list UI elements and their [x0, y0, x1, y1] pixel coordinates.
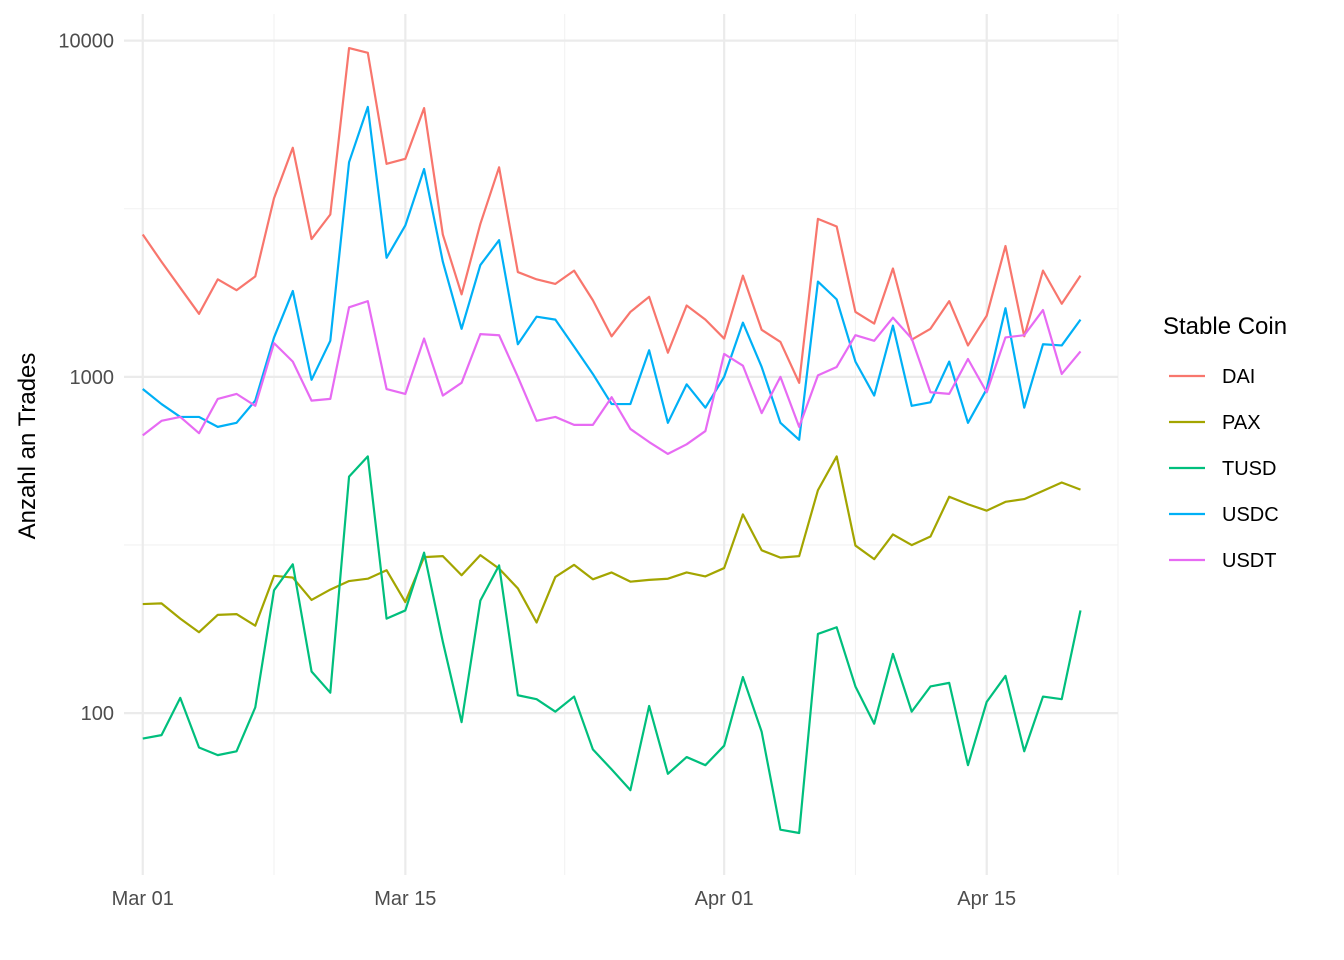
series-line-usdt: [142, 300, 1082, 456]
legend: Stable Coin DAI PAX TUSD USDC USDT: [1163, 313, 1287, 572]
legend-label: USDT: [1222, 550, 1276, 572]
x-tick-label: Mar 01: [112, 888, 174, 910]
legend-label: DAI: [1222, 366, 1255, 388]
series-line-tusd: [142, 455, 1082, 835]
y-tick-label: 1000: [70, 367, 115, 389]
legend-label: USDC: [1222, 504, 1279, 526]
x-tick-label: Mar 15: [374, 888, 436, 910]
y-axis-title: Anzahl an Trades: [14, 353, 41, 540]
grid-lines: [124, 14, 1119, 875]
series-lines: [141, 47, 1082, 835]
y-axis-tick-labels: 100 1000 10000: [58, 31, 114, 725]
y-tick-label: 10000: [58, 31, 114, 53]
legend-label: PAX: [1222, 412, 1261, 434]
x-tick-label: Apr 15: [957, 888, 1016, 910]
series-line-dai: [141, 47, 1082, 384]
series-line-pax: [142, 455, 1081, 634]
legend-label: TUSD: [1222, 458, 1276, 480]
x-axis-tick-labels: Mar 01 Mar 15 Apr 01 Apr 15: [112, 888, 1017, 910]
y-tick-label: 100: [81, 703, 114, 725]
x-tick-label: Apr 01: [695, 888, 754, 910]
legend-title: Stable Coin: [1163, 313, 1287, 340]
series-line-usdc: [142, 105, 1082, 441]
